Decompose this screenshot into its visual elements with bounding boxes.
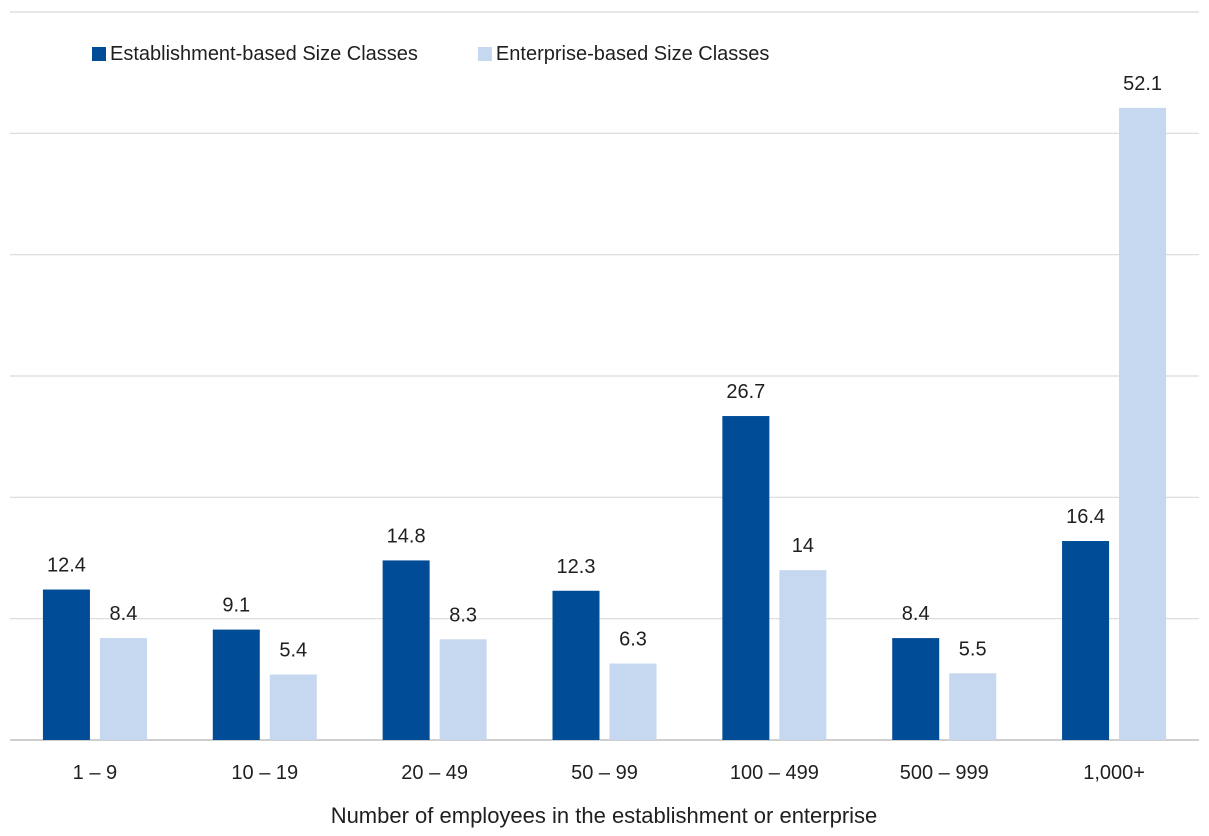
x-tick-label-3: 50 – 99 <box>571 762 638 784</box>
x-axis-tick-labels: 1 – 9 10 – 19 20 – 49 50 – 99 100 – 499 500 –… <box>73 762 1145 784</box>
bar-s0-1 <box>212 629 260 740</box>
x-tick-label-5: 500 – 999 <box>900 762 989 784</box>
x-axis-title: Number of employees in the establishment… <box>331 803 878 828</box>
data-label-s1-4: 14 <box>792 535 814 557</box>
data-labels: 12.4 8.4 9.1 5.4 14.8 8.3 12.3 6.3 26.7 14 8.4 5.5 1… <box>47 73 1162 662</box>
data-label-s0-1: 9.1 <box>222 595 250 617</box>
data-label-s1-5: 5.5 <box>959 638 987 660</box>
legend-label-1: Enterprise-based Size Classes <box>496 43 769 65</box>
data-label-s0-5: 8.4 <box>902 603 930 625</box>
bar-s0-4 <box>722 416 770 740</box>
data-label-s1-1: 5.4 <box>279 639 307 661</box>
legend-swatch-1 <box>477 47 492 61</box>
bar-s1-6 <box>1119 107 1167 740</box>
legend-label-0: Establishment-based Size Classes <box>110 43 418 65</box>
data-label-s0-6: 16.4 <box>1066 506 1105 528</box>
data-label-s1-2: 8.3 <box>449 604 477 626</box>
bar-s1-1 <box>269 674 317 740</box>
bar-s1-0 <box>99 638 147 740</box>
bar-s1-3 <box>609 663 657 740</box>
gridlines <box>10 11 1199 741</box>
x-tick-label-6: 1,000+ <box>1083 762 1145 784</box>
data-label-s0-3: 12.3 <box>557 556 596 578</box>
data-label-s0-4: 26.7 <box>726 381 765 403</box>
legend: Establishment-based Size Classes Enterpri… <box>92 43 769 65</box>
bar-s1-2 <box>439 639 487 740</box>
x-tick-label-0: 1 – 9 <box>73 762 117 784</box>
x-tick-label-4: 100 – 499 <box>730 762 819 784</box>
data-label-s1-3: 6.3 <box>619 629 647 651</box>
legend-swatch-0 <box>92 47 106 61</box>
bar-s0-0 <box>42 589 90 740</box>
bar-s0-5 <box>892 638 940 740</box>
x-tick-label-1: 10 – 19 <box>231 762 298 784</box>
bar-s0-3 <box>552 590 600 740</box>
data-label-s0-2: 14.8 <box>387 525 426 547</box>
data-label-s0-0: 12.4 <box>47 555 86 577</box>
bar-s1-4 <box>779 570 827 740</box>
data-label-s1-6: 52.1 <box>1123 73 1162 95</box>
bar-s1-5 <box>949 673 997 740</box>
x-tick-label-2: 20 – 49 <box>401 762 468 784</box>
bars <box>42 107 1167 740</box>
data-label-s1-0: 8.4 <box>110 603 138 625</box>
bar-s0-2 <box>382 560 430 740</box>
bar-s0-6 <box>1062 541 1110 740</box>
